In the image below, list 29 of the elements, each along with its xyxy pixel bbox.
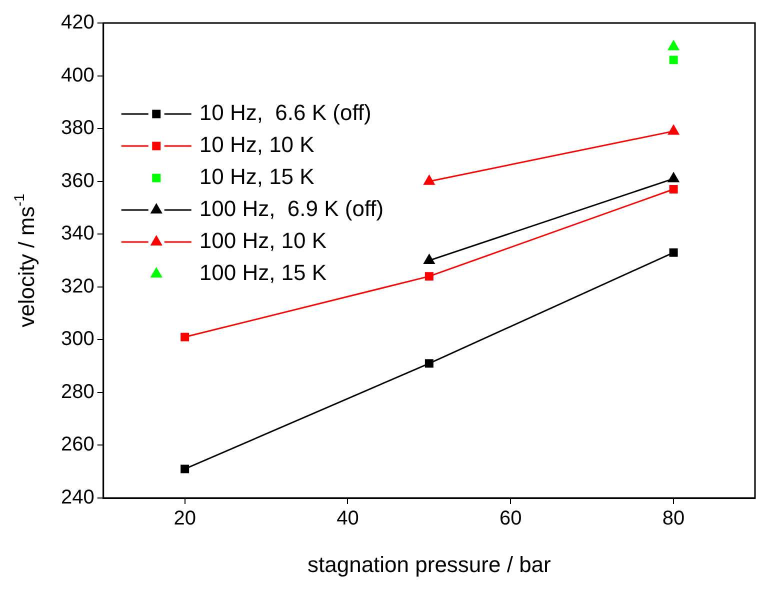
y-tick-label: 240 (60, 486, 94, 509)
y-tick-label: 380 (60, 117, 94, 140)
y-tick-label: 320 (60, 275, 94, 298)
point (669, 248, 678, 257)
x-axis-title: stagnation pressure / bar (308, 552, 551, 578)
point (424, 359, 434, 368)
point (669, 185, 678, 194)
x-tick-label: 60 (500, 508, 522, 530)
legend-label: 10 Hz, 10 K (199, 132, 315, 158)
y-tick-label: 260 (60, 434, 94, 456)
y-tick-label: 280 (60, 380, 94, 403)
y-tick-label: 360 (60, 170, 94, 192)
y-tick-label: 420 (60, 12, 94, 34)
legend-label: 100 Hz, 6.9 K (off) (199, 196, 384, 222)
point (424, 272, 434, 281)
y-tick-label: 400 (60, 64, 94, 86)
y-axis-title: velocity / ms-1 (12, 194, 40, 328)
x-tick-label: 80 (662, 508, 685, 530)
x-tick-label: 20 (174, 508, 196, 530)
point (180, 332, 190, 342)
legend-label: 10 Hz, 15 K (199, 164, 315, 190)
y-tick-label: 340 (60, 222, 94, 245)
y-tick-label: 300 (60, 328, 94, 350)
legend-label: 100 Hz, 10 K (199, 228, 327, 254)
legend-label: 10 Hz, 6.6 K (off) (199, 100, 372, 126)
point (180, 464, 190, 474)
x-tick-label: 40 (336, 508, 359, 530)
legend-label: 100 Hz, 15 K (199, 260, 327, 286)
point (667, 40, 680, 50)
